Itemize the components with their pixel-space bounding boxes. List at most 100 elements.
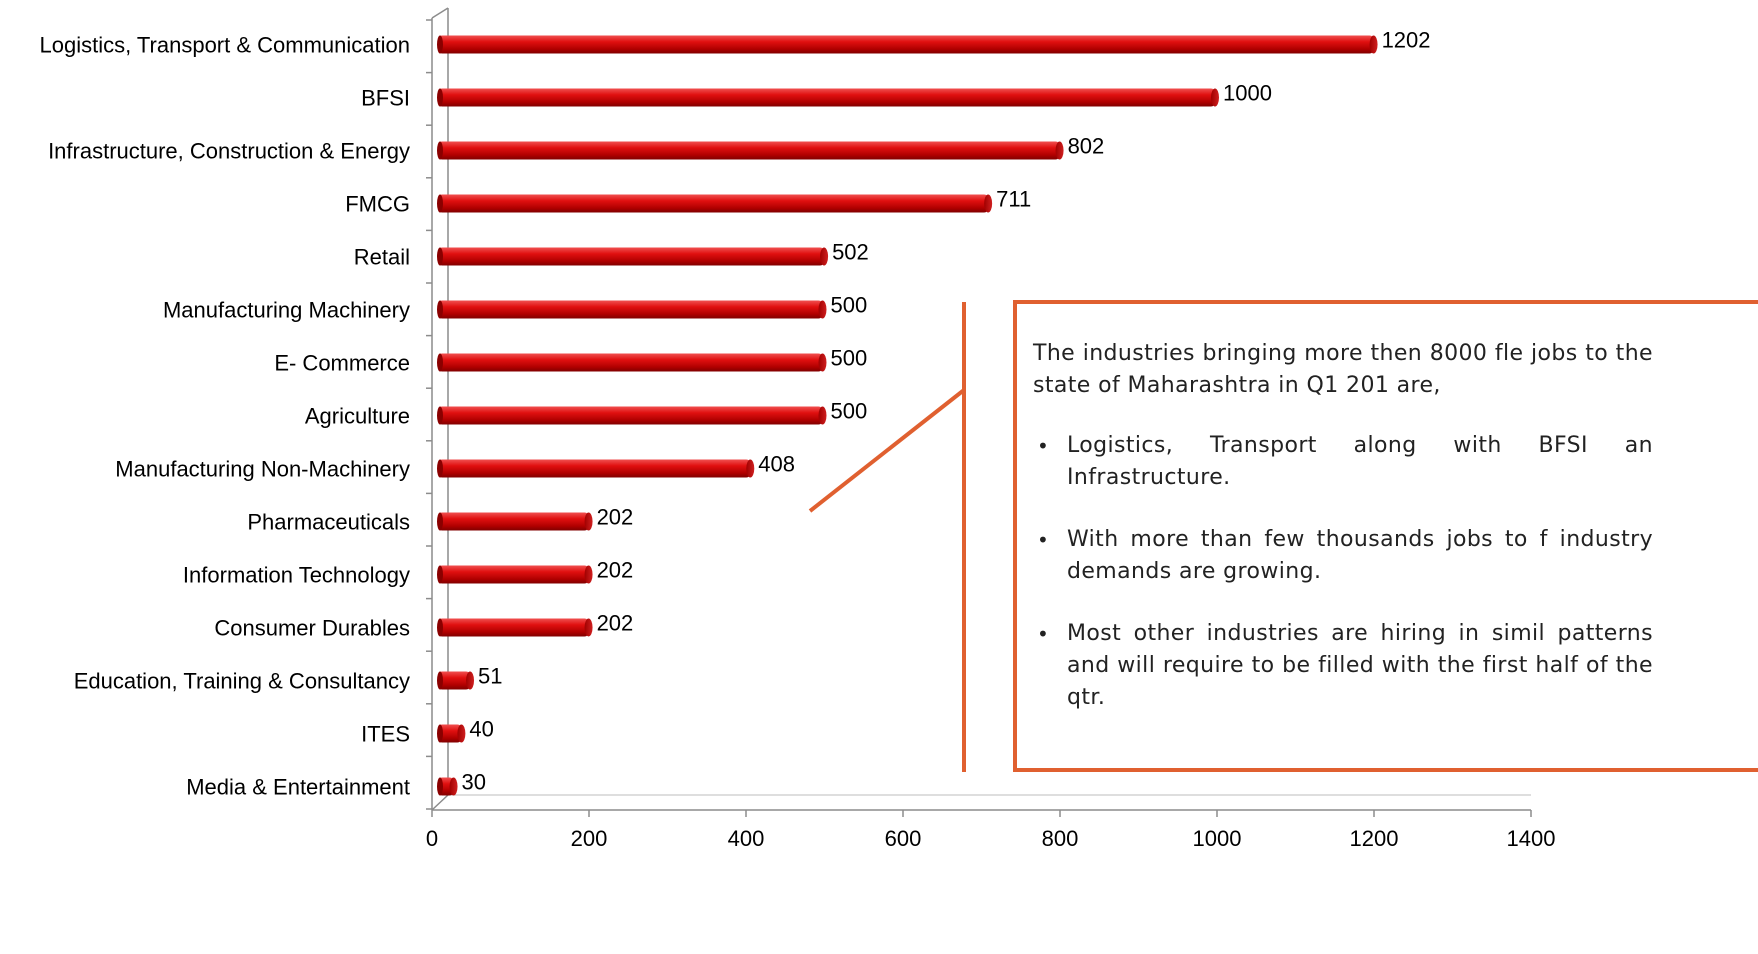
bar-cap [818, 406, 827, 425]
bar [437, 671, 475, 690]
bar [437, 459, 755, 478]
bar-body [438, 512, 589, 531]
category-label: BFSI [361, 86, 410, 111]
category-label: Education, Training & Consultancy [74, 669, 410, 694]
bar-body [438, 724, 462, 743]
bar [437, 565, 593, 584]
bar-body [438, 194, 989, 213]
bar-base [437, 194, 443, 213]
bar-cap [457, 724, 466, 743]
x-tick-label: 1400 [1507, 826, 1556, 851]
bar-cap [984, 194, 993, 213]
x-tick-label: 600 [885, 826, 922, 851]
bar-base [437, 247, 443, 266]
value-label: 711 [996, 187, 1031, 212]
callout-box: The industries bringing more then 8000 f… [1013, 300, 1758, 772]
bar [437, 88, 1219, 107]
x-axis-floor-line [431, 794, 449, 811]
category-label: Information Technology [183, 563, 410, 588]
bar-base [437, 141, 443, 160]
bar-body [438, 353, 823, 372]
callout-bullets: Logistics, Transport along with BFSI an … [1033, 430, 1653, 714]
category-label: Manufacturing Machinery [163, 298, 410, 323]
bar [437, 353, 827, 372]
bar-body [438, 300, 823, 319]
category-label: Manufacturing Non-Machinery [115, 457, 410, 482]
category-label: Consumer Durables [214, 616, 410, 641]
bar-body [438, 565, 589, 584]
category-label: Retail [354, 245, 410, 270]
bar [437, 724, 466, 743]
bar-body [438, 459, 751, 478]
value-label: 500 [831, 399, 868, 424]
value-label: 202 [597, 505, 634, 530]
value-label: 500 [831, 293, 868, 318]
value-label: 802 [1068, 134, 1105, 159]
bar-base [437, 671, 443, 690]
category-label: Logistics, Transport & Communication [40, 33, 411, 58]
x-tick-label: 200 [571, 826, 608, 851]
category-label: Media & Entertainment [186, 775, 410, 800]
chart-axes [426, 7, 1532, 817]
bar-base [437, 724, 443, 743]
category-label: Pharmaceuticals [247, 510, 410, 535]
callout-intro: The industries bringing more then 8000 f… [1033, 341, 1653, 398]
x-tick-label: 0 [426, 826, 438, 851]
bar-cap [449, 777, 458, 796]
y-axis-top-line [431, 7, 449, 19]
bar [437, 300, 827, 319]
bar-cap [466, 671, 475, 690]
category-label: Infrastructure, Construction & Energy [48, 139, 410, 164]
callout-text: The industries bringing more then 8000 f… [1033, 338, 1653, 744]
bar-base [437, 512, 443, 531]
bar-base [437, 88, 443, 107]
value-label: 30 [462, 770, 486, 795]
bar [437, 247, 829, 266]
bar [437, 618, 593, 637]
bar-cap [820, 247, 829, 266]
x-tick-label: 800 [1042, 826, 1079, 851]
bar-body [438, 671, 471, 690]
x-tick-label: 400 [728, 826, 765, 851]
value-label: 202 [597, 611, 634, 636]
bar-body [438, 141, 1060, 160]
bar-cap [818, 353, 827, 372]
value-label: 502 [832, 240, 869, 265]
bar [437, 35, 1378, 54]
category-label: ITES [361, 722, 410, 747]
bar-base [437, 565, 443, 584]
chart-bars [437, 35, 1378, 796]
bar-base [437, 777, 443, 796]
bar-body [438, 618, 589, 637]
value-label: 40 [469, 717, 493, 742]
value-label: 1202 [1382, 28, 1431, 53]
callout-bullet: Most other industries are hiring in simi… [1033, 618, 1653, 714]
bar-cap [584, 618, 593, 637]
bar-cap [584, 565, 593, 584]
bar-body [438, 88, 1215, 107]
bar-base [437, 618, 443, 637]
bar [437, 194, 993, 213]
bar-cap [1369, 35, 1378, 54]
value-label: 1000 [1223, 81, 1272, 106]
bar-cap [584, 512, 593, 531]
bar-cap [746, 459, 755, 478]
category-label: E- Commerce [274, 351, 410, 376]
value-label: 408 [758, 452, 795, 477]
bar [437, 777, 458, 796]
bar [437, 141, 1064, 160]
callout-bullet: With more than few thousands jobs to f i… [1033, 524, 1653, 588]
bar [437, 512, 593, 531]
x-tick-label: 1200 [1350, 826, 1399, 851]
bar-body [438, 406, 823, 425]
bar-cap [818, 300, 827, 319]
value-label: 202 [597, 558, 634, 583]
bar-body [438, 35, 1374, 54]
chart-labels: 0 200 400 600 800 1000 1200 1400 Logistics, Tran… [40, 28, 1556, 852]
bar-base [437, 459, 443, 478]
bar-body [438, 247, 825, 266]
x-tick-label: 1000 [1193, 826, 1242, 851]
bar [437, 406, 827, 425]
bar-cap [1055, 141, 1064, 160]
